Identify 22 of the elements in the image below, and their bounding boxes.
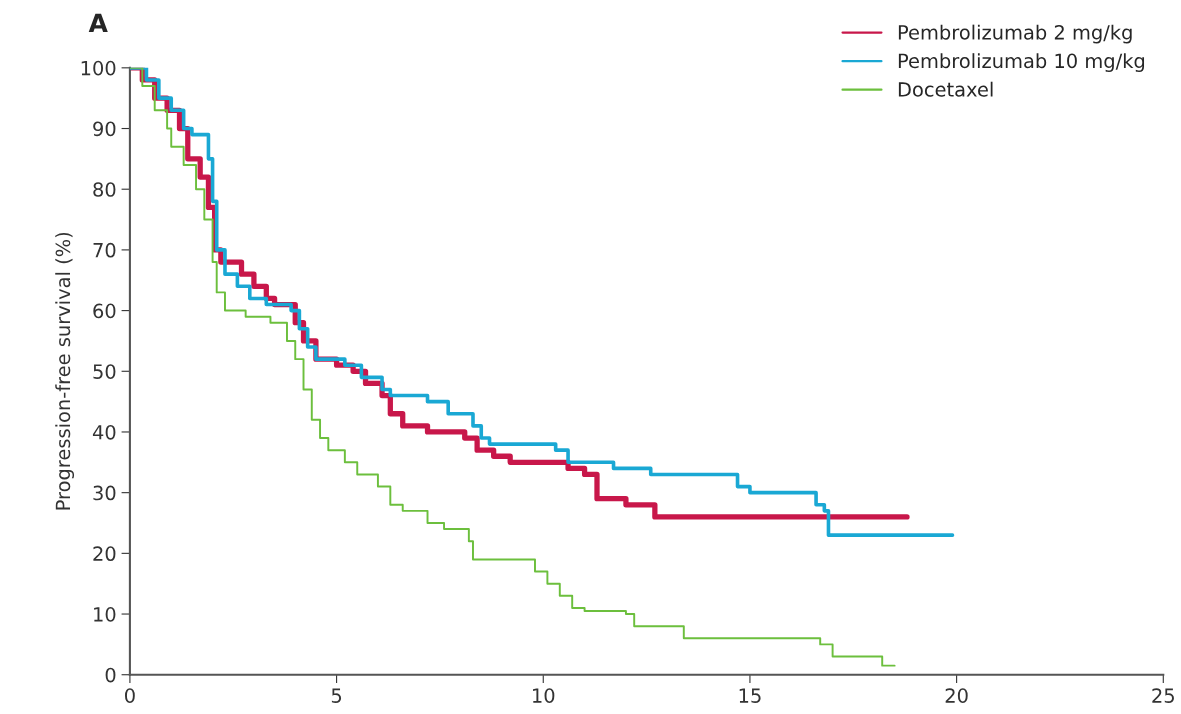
x-tick-label: 10: [533, 688, 555, 703]
y-tick-label: 40: [92, 424, 116, 440]
y-tick-label: 80: [93, 182, 116, 197]
legend-label: Docetaxel: [898, 81, 993, 97]
legend-label: Pembrolizumab 10 mg/kg: [898, 53, 1145, 72]
y-tick-label: 90: [93, 121, 116, 137]
y-tick-label: 100: [81, 60, 116, 76]
y-tick-label: 20: [93, 546, 116, 562]
y-tick-label: 50: [93, 364, 116, 379]
x-tick-label: 15: [739, 688, 761, 703]
y-tick-label: 0: [105, 667, 116, 683]
x-tick-label: 20: [945, 688, 968, 703]
x-tick-label: 5: [331, 688, 342, 703]
x-tick-label: 0: [125, 688, 135, 703]
x-tick-label: 25: [1152, 688, 1174, 703]
y-tick-label: 70: [93, 242, 116, 258]
y-tick-label: 10: [94, 607, 116, 622]
chart-title: A: [88, 13, 108, 32]
y-axis-title: Progression-free survival (%): [55, 232, 75, 510]
y-tick-label: 60: [93, 303, 116, 319]
y-tick-label: 30: [93, 485, 116, 501]
legend-label: Pembrolizumab 2 mg/kg: [898, 24, 1132, 44]
